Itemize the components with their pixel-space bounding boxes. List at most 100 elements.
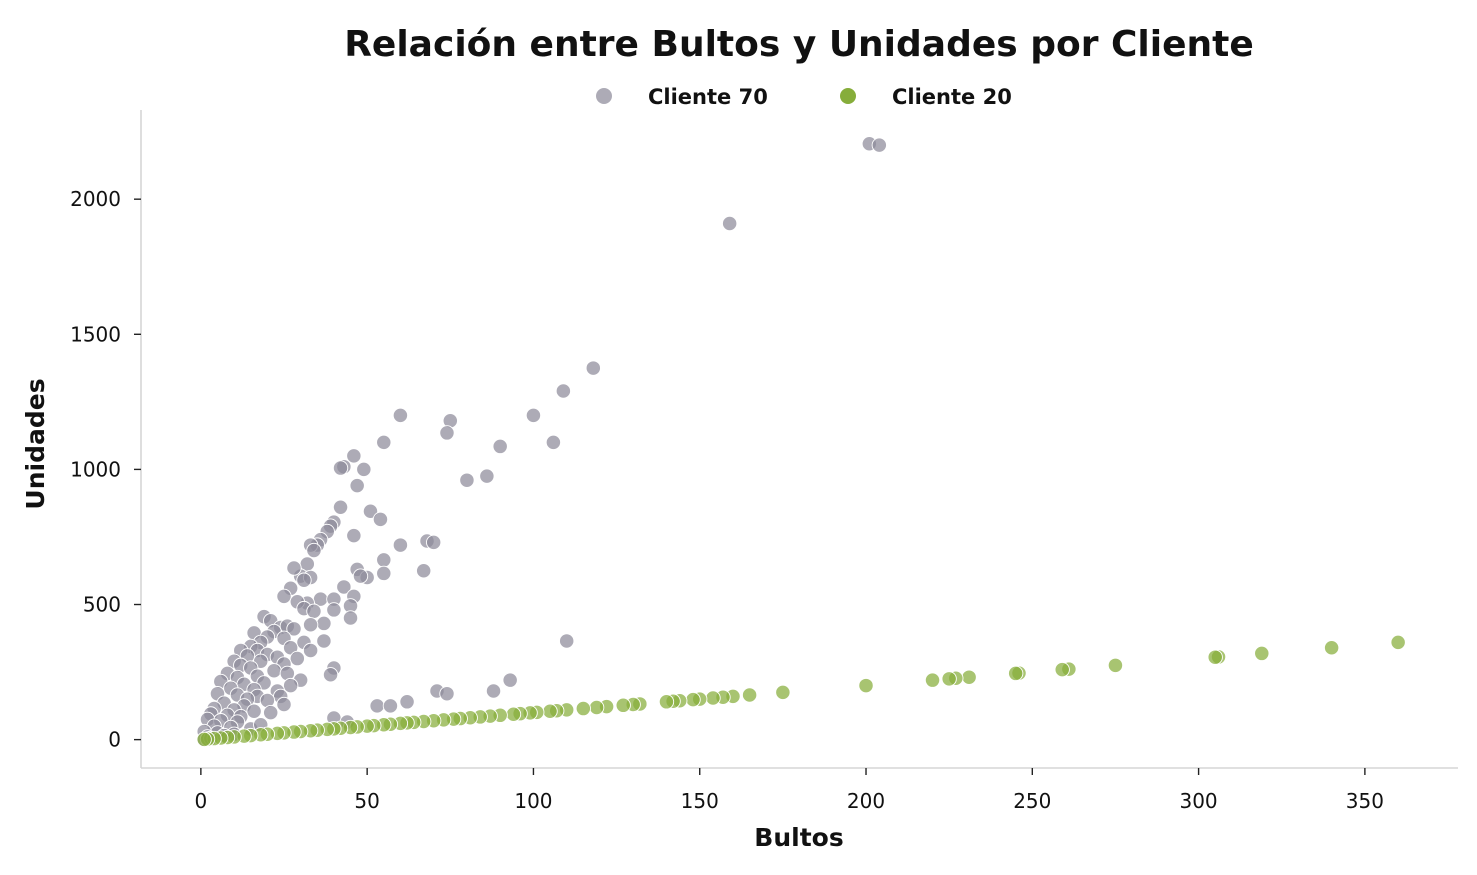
- data-point: [924, 672, 941, 688]
- data-point: [362, 503, 379, 519]
- data-point: [575, 700, 591, 717]
- data-point: [356, 461, 372, 478]
- data-point: [722, 215, 738, 232]
- data-point: [302, 617, 319, 633]
- data-point: [382, 698, 399, 714]
- data-point: [741, 687, 758, 703]
- data-point: [372, 511, 389, 528]
- data-point: [276, 588, 292, 605]
- x-tick-label: 100: [514, 789, 552, 813]
- data-point: [263, 704, 279, 721]
- data-point: [332, 499, 349, 515]
- axes: 0 50 100 150 200 250 300 350 0 500 1000 1500 2000: [70, 110, 1458, 813]
- data-point: [479, 468, 495, 484]
- data-point: [376, 565, 392, 582]
- x-tick-label: 350: [1346, 789, 1384, 813]
- data-point: [326, 602, 342, 618]
- data-point: [426, 534, 442, 551]
- data-point: [559, 633, 575, 649]
- data-point: [392, 537, 409, 553]
- data-point: [316, 615, 332, 632]
- data-point: [542, 703, 558, 719]
- x-tick-label: 200: [847, 789, 885, 813]
- data-point: [871, 137, 887, 153]
- x-tick-label: 250: [1013, 789, 1051, 813]
- x-tick-label: 0: [194, 789, 207, 813]
- data-point: [459, 472, 475, 488]
- data-point: [775, 684, 791, 700]
- data-point: [306, 603, 322, 619]
- data-point: [1107, 657, 1124, 673]
- data-point: [705, 690, 721, 706]
- chart-title: Relación entre Bultos y Unidades por Cli…: [344, 24, 1254, 65]
- data-point: [505, 706, 522, 722]
- data-point: [1390, 634, 1406, 650]
- data-point: [369, 698, 385, 714]
- series-1: [196, 634, 1406, 748]
- y-tick-label: 0: [108, 728, 121, 752]
- data-point: [392, 407, 409, 424]
- x-tick-label: 150: [681, 789, 719, 813]
- y-axis-label: Unidades: [21, 378, 50, 509]
- data-point: [336, 579, 352, 595]
- data-point: [316, 633, 332, 649]
- data-point: [286, 560, 302, 576]
- data-points: [196, 136, 1406, 748]
- data-point: [346, 527, 362, 544]
- legend: Cliente 70 Cliente 20: [596, 85, 1012, 109]
- y-tick-label: 500: [83, 593, 121, 617]
- data-point: [346, 448, 362, 464]
- data-point: [658, 694, 675, 710]
- data-point: [1254, 645, 1270, 662]
- data-point: [283, 677, 299, 694]
- data-point: [1054, 661, 1070, 678]
- data-point: [286, 621, 302, 637]
- data-point: [376, 434, 392, 451]
- data-point: [615, 697, 631, 713]
- data-point: [585, 360, 601, 376]
- data-point: [399, 694, 415, 710]
- data-point: [492, 438, 508, 455]
- data-point: [266, 663, 282, 679]
- data-point: [289, 650, 305, 667]
- data-point: [376, 552, 392, 568]
- data-point: [349, 477, 365, 494]
- data-point: [961, 669, 977, 685]
- legend-marker: [840, 88, 856, 104]
- data-point: [276, 696, 292, 713]
- data-point: [525, 407, 542, 424]
- series-0: [196, 136, 887, 748]
- data-point: [941, 671, 957, 687]
- data-point: [439, 686, 455, 702]
- legend-label: Cliente 20: [892, 85, 1012, 109]
- y-tick-label: 2000: [70, 187, 121, 211]
- y-tick-label: 1500: [70, 322, 121, 346]
- y-tick-label: 1000: [70, 457, 121, 481]
- legend-marker: [596, 88, 612, 104]
- x-tick-label: 300: [1179, 789, 1217, 813]
- data-point: [545, 434, 562, 451]
- data-point: [555, 383, 572, 399]
- data-point: [1323, 640, 1340, 656]
- data-point: [342, 610, 359, 626]
- data-point: [685, 691, 701, 708]
- data-point: [302, 642, 319, 659]
- data-point: [502, 672, 518, 688]
- data-point: [296, 572, 312, 588]
- data-point: [1008, 665, 1024, 682]
- data-point: [196, 731, 212, 748]
- data-point: [306, 542, 322, 559]
- data-point: [588, 699, 605, 716]
- data-point: [858, 677, 874, 694]
- x-tick-label: 50: [354, 789, 379, 813]
- data-point: [246, 703, 262, 719]
- data-point: [439, 425, 455, 441]
- data-point: [416, 563, 432, 579]
- data-point: [1207, 649, 1223, 665]
- data-point: [332, 460, 349, 476]
- legend-label: Cliente 70: [648, 85, 768, 109]
- data-point: [352, 568, 369, 584]
- x-axis-label: Bultos: [754, 823, 843, 852]
